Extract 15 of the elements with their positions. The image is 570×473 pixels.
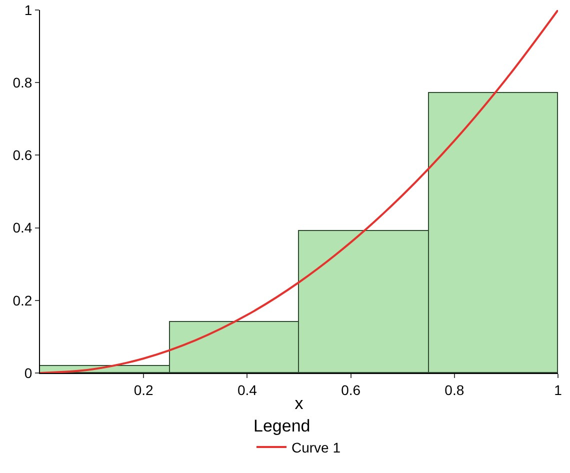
x-tick-label: 0.4	[237, 382, 258, 398]
line-series	[40, 10, 558, 373]
legend-label: Curve 1	[292, 439, 341, 456]
x-axis-title: x	[294, 394, 304, 414]
x-tick-label: 1	[554, 382, 562, 398]
y-tick-label: 0	[24, 364, 32, 381]
x-tick-label: 0.8	[444, 382, 464, 398]
y-tick-label: 0.8	[12, 74, 32, 90]
y-tick-label: 0.2	[12, 292, 32, 308]
x-tick-label: 0.2	[134, 382, 154, 398]
y-tick-label: 1	[24, 2, 32, 18]
y-tick-label: 0.6	[12, 147, 32, 164]
y-tick-label: 0.4	[12, 220, 32, 236]
x-tick-label: 0.6	[341, 382, 361, 398]
legend-title: Legend	[254, 416, 310, 436]
